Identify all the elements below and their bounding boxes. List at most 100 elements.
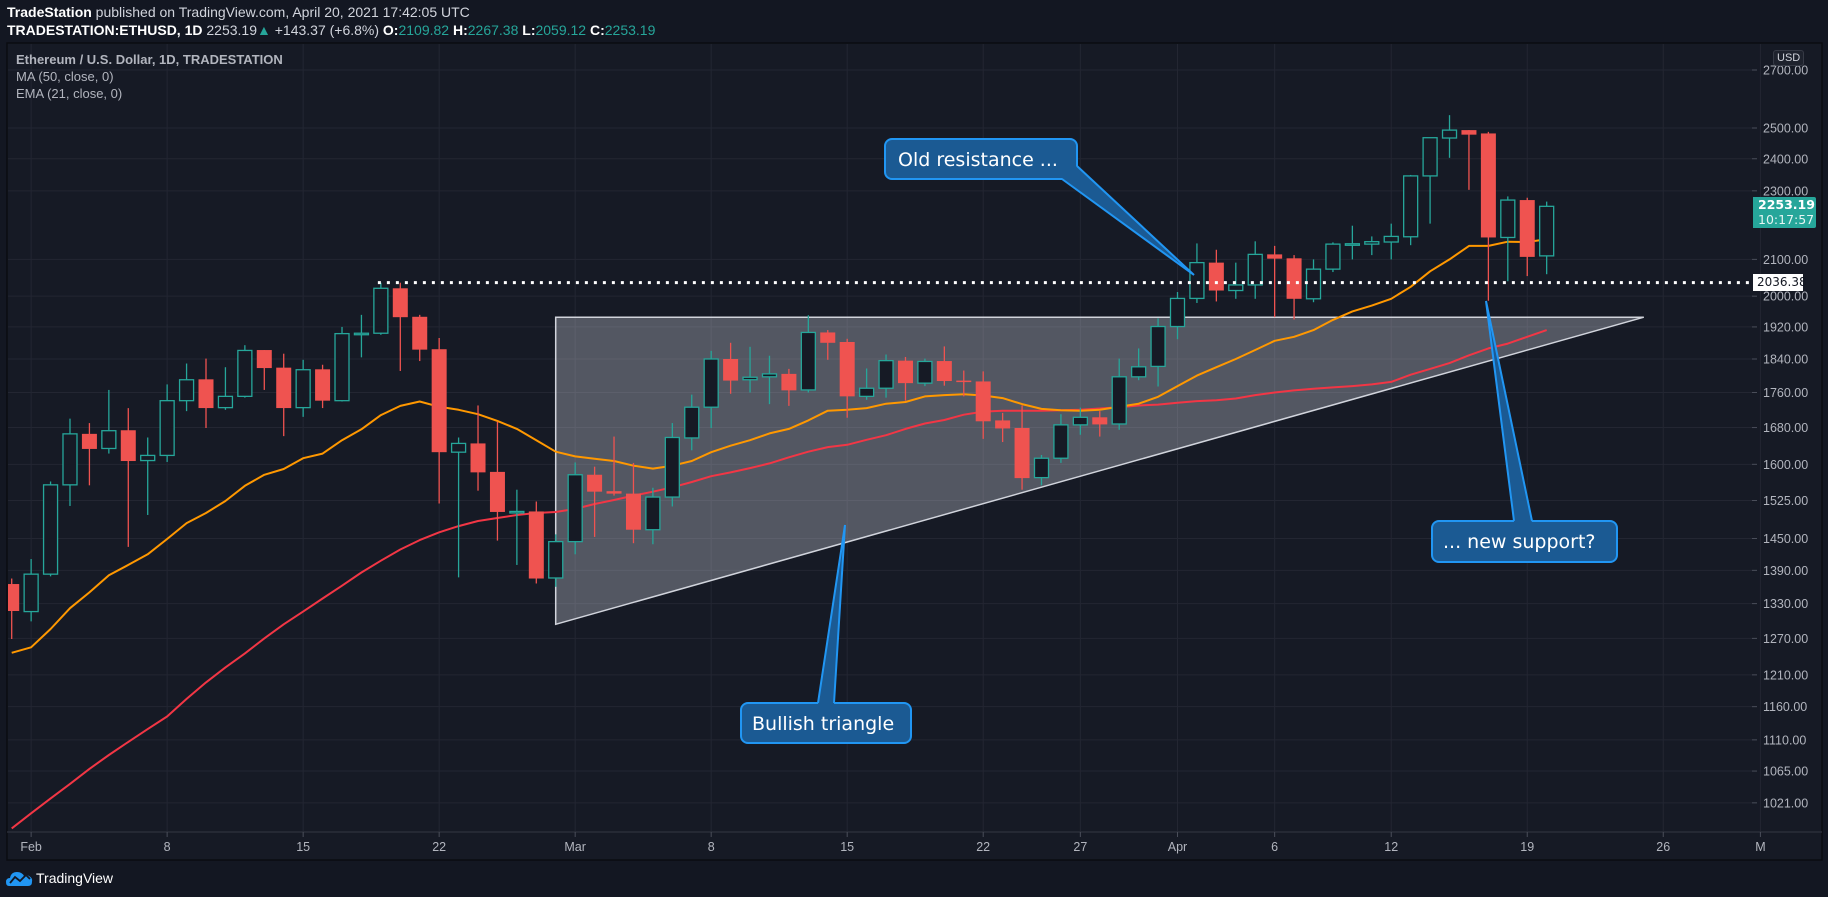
candle-up[interactable] [1422,137,1438,224]
candle-down[interactable] [528,501,544,584]
candle-down[interactable] [4,578,20,639]
candle-up[interactable] [509,489,525,565]
time-axis[interactable]: Feb 8 15 22 Mar 8 15 22 27 Apr 6 12 19 26 M [20,832,1766,854]
candle-up[interactable] [1111,358,1127,430]
ma-50-line[interactable] [11,329,1548,830]
candle-up[interactable] [237,345,253,398]
currency-button[interactable]: USD [1773,50,1805,66]
candle-body [1150,325,1166,368]
candle-up[interactable] [1169,292,1186,340]
candle-up[interactable] [450,437,467,578]
candle-body [1480,133,1496,238]
candle-down[interactable] [975,371,991,439]
candle-down[interactable] [431,337,447,504]
candle-down[interactable] [1480,131,1496,301]
candle-up[interactable] [1072,407,1088,435]
candle-up[interactable] [101,389,117,454]
candle-down[interactable] [256,350,272,390]
candle-down[interactable] [625,462,641,544]
tradingview-logo[interactable]: TradingView [6,869,113,887]
candle-up[interactable] [1403,174,1419,246]
callout-bullish-triangle[interactable]: Bullish triangle [740,524,912,744]
candle-body [1208,262,1224,291]
candle-up[interactable] [1325,242,1341,273]
price-axis[interactable]: 2700.00 2500.00 2400.00 2300.00 2100.00 2000.… [1752,64,1808,811]
candle-up[interactable] [373,282,389,335]
candle-down[interactable] [1461,130,1477,190]
candle-down[interactable] [587,466,603,537]
candle-down[interactable] [198,358,214,429]
candle-up[interactable] [1247,241,1263,299]
legend-ma[interactable]: MA (50, close, 0) [16,69,114,84]
candle-up[interactable] [664,423,680,507]
candle-up[interactable] [178,363,195,412]
candle-up[interactable] [567,462,583,555]
candle-up[interactable] [1033,454,1050,486]
callout-new-support[interactable]: ... new support? [1431,300,1618,563]
candle-down[interactable] [995,412,1011,443]
candle-up[interactable] [858,368,875,400]
candle-down[interactable] [606,436,622,496]
candle-down[interactable] [120,408,136,547]
candle-down[interactable] [276,353,292,437]
candle-down[interactable] [1208,249,1224,302]
candle-up[interactable] [645,487,661,545]
candle-up[interactable] [1228,262,1244,299]
callout-old-resistance[interactable]: Old resistance ... [884,138,1195,276]
candle-down[interactable] [781,368,797,406]
candle-up[interactable] [295,359,311,417]
candle-down[interactable] [81,423,97,486]
bullish-triangle-shape[interactable] [554,316,1645,626]
candle-up[interactable] [334,326,350,402]
candle-up[interactable] [159,384,175,462]
candle-up[interactable] [1053,414,1069,463]
candle-up[interactable] [1500,196,1516,282]
candle-down[interactable] [1014,405,1030,490]
candle-up[interactable] [1383,223,1399,260]
candle-down[interactable] [392,282,408,371]
candle-up[interactable] [1130,348,1147,381]
candle-down[interactable] [1267,245,1283,318]
candle-down[interactable] [723,342,739,394]
candle-up[interactable] [1539,201,1555,275]
candle-up[interactable] [548,534,564,587]
candle-down[interactable] [839,338,855,418]
candle-down[interactable] [897,356,913,401]
candle-up[interactable] [42,481,59,577]
candle-up[interactable] [917,358,933,387]
candle-down[interactable] [1286,255,1302,320]
published-text: published on TradingView.com, April 20, … [91,4,470,20]
legend-symbol-title[interactable]: Ethereum / U.S. Dollar, 1D, TRADESTATION [16,52,283,67]
callout-bullish-triangle-text: Bullish triangle [752,713,894,735]
candle-down[interactable] [1092,411,1108,437]
candle-down[interactable] [936,346,952,386]
candle-up[interactable] [1150,318,1166,387]
candle-down[interactable] [820,330,836,360]
candle-down[interactable] [489,421,505,541]
candle-up[interactable] [1189,243,1205,303]
y-tick-label: 2500.00 [1763,121,1808,135]
ema-21-line[interactable] [11,238,1547,654]
candle-up[interactable] [684,394,700,451]
candle-up[interactable] [761,355,778,405]
candle-up[interactable] [703,350,719,429]
x-tick-label: 22 [976,840,990,854]
candle-up[interactable] [140,437,156,515]
candle-up[interactable] [23,559,39,622]
candle-up[interactable] [800,315,816,393]
candle-down[interactable] [1519,197,1535,277]
candle-up[interactable] [1364,236,1380,256]
candle-up[interactable] [742,346,758,393]
legend-ema[interactable]: EMA (21, close, 0) [16,86,123,101]
candle-up[interactable] [1441,115,1458,158]
candle-up[interactable] [353,314,370,358]
candle-up[interactable] [878,354,894,398]
candle-down[interactable] [315,364,331,409]
candle-up[interactable] [1344,225,1361,260]
candle-up[interactable] [62,418,78,506]
candle-down[interactable] [412,314,428,362]
candle-down[interactable] [956,370,972,397]
candle-down[interactable] [470,405,486,491]
candle-up[interactable] [217,367,234,410]
